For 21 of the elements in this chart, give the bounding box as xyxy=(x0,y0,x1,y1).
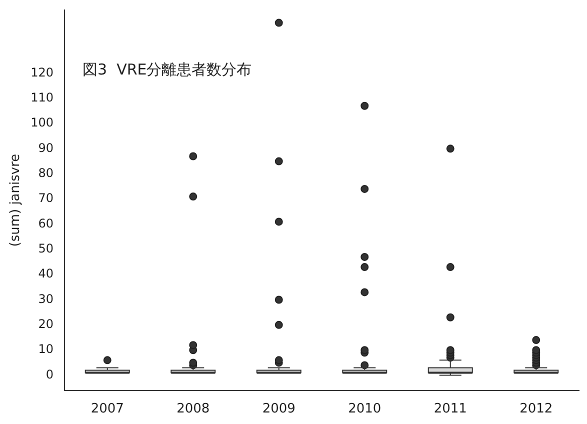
x-tick-label: 2007 xyxy=(90,402,124,417)
y-axis-title: (sum) janisvre xyxy=(8,154,24,247)
y-tick-label: 50 xyxy=(38,242,54,256)
y-tick-label: 20 xyxy=(38,317,54,332)
x-tick-label: 2010 xyxy=(348,402,382,417)
x-tick-label: 2009 xyxy=(262,402,296,417)
y-tick-label: 60 xyxy=(38,216,54,230)
x-tick-label: 2012 xyxy=(520,402,553,417)
y-tick-label: 120 xyxy=(30,65,54,80)
y-tick-label: 0 xyxy=(46,367,54,382)
y-tick-label: 30 xyxy=(38,292,54,306)
y-tick-label: 40 xyxy=(38,266,54,281)
y-tick-label: 70 xyxy=(38,191,54,206)
y-tick-label: 80 xyxy=(38,166,54,180)
y-tick-label: 110 xyxy=(30,90,54,104)
text: 図3 VRE分離患者数分布 xyxy=(82,60,252,79)
x-tick-label: 2008 xyxy=(176,402,210,417)
y-tick-label: 10 xyxy=(38,342,54,356)
y-tick-label: 100 xyxy=(30,116,54,130)
y-tick-label: 90 xyxy=(38,140,54,155)
x-tick-label: 2011 xyxy=(434,402,467,417)
